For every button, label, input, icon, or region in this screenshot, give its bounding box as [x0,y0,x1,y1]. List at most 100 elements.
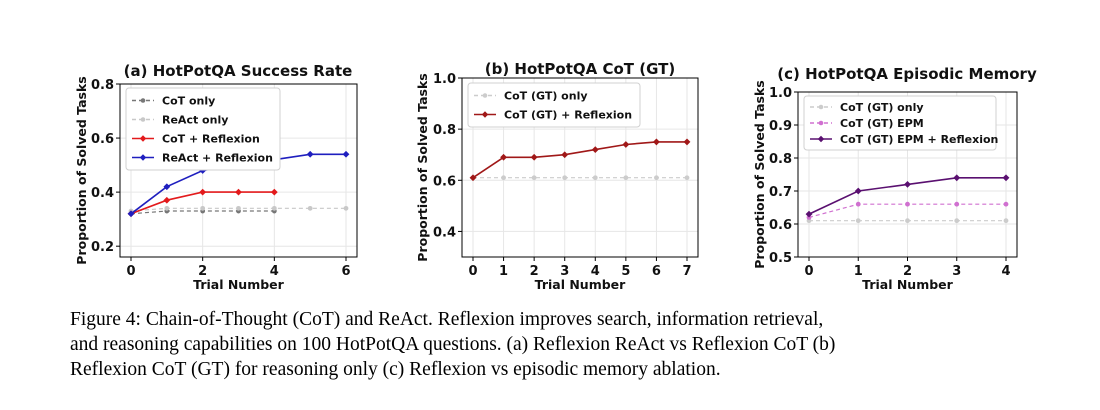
legend-frame [125,87,281,171]
data-point [163,196,171,204]
data-point [905,218,910,224]
data-point [530,153,538,161]
y-tick-label: 0.2 [91,240,114,255]
data-point [954,218,960,224]
legend-swatch-marker [140,98,146,103]
y-tick-label: 0.4 [433,225,456,240]
legend-label: CoT (GT) + Reflexion [504,109,632,122]
x-tick-label: 6 [341,264,350,279]
caption-line-1: Figure 4: Chain-of-Thought (CoT) and ReA… [70,309,824,330]
y-tick-label: 0.9 [769,119,792,134]
chart-panel-3: 0 1 2 3 4 0.5 0.6 0.7 0.8 0.9 1.0 (c) HotPotQA Epis… [752,65,1037,292]
data-point [500,153,507,161]
series-cot-gt-epm [806,201,1009,220]
legend: CoT only ReAct only CoT + Reflexion ReAct +… [125,87,281,171]
series-line [472,141,687,179]
data-point [306,150,314,158]
x-axis-label: Trial Number [535,277,626,292]
data-point [1003,218,1009,224]
legend-label: CoT (GT) EPM + Reflexion [840,133,998,146]
x-tick-label: 1 [499,264,508,279]
x-tick-label: 4 [591,264,600,279]
legend-frame [467,82,641,128]
x-tick-label: 1 [854,264,863,279]
legend-swatch-marker [818,120,824,126]
legend-swatch-marker [481,111,489,118]
x-tick-label: 5 [621,264,630,279]
data-point [236,205,241,211]
x-tick-label: 2 [903,264,912,279]
data-point [954,201,960,207]
data-point [343,205,349,211]
x-tick-label: 2 [198,264,207,279]
x-axis-label: Trial Number [862,277,953,292]
data-point [683,138,691,146]
data-point [235,188,242,196]
y-axis-label: Proportion of Solved Tasks [74,76,89,264]
legend-label: CoT (GT) EPM [840,117,924,130]
caption-line-3: Reflexion CoT (GT) for reasoning only (c… [70,359,721,380]
data-point [653,138,660,146]
legend-label: CoT (GT) only [840,101,924,114]
x-axis-label: Trial Number [193,277,284,292]
chart-panel-2: 0 1 2 3 4 5 6 7 0.4 0.6 0.8 1.0 (b) HotPotQA CoT (GT… [415,60,699,292]
legend-swatch-marker [818,104,824,110]
series-react-only [128,205,349,214]
data-point [623,175,629,181]
y-tick-label: 0.8 [91,78,114,93]
data-point [1002,174,1010,182]
y-tick-label: 0.8 [433,123,456,138]
data-point [622,141,630,148]
y-tick-label: 0.5 [769,251,792,266]
data-point [127,210,135,218]
y-tick-label: 0.7 [769,185,792,200]
caption-line-2: and reasoning capabilities on 100 HotPot… [70,334,836,355]
legend-label: ReAct only [162,114,228,127]
x-tick-label: 0 [126,264,135,279]
data-point [164,205,170,211]
legend-swatch-marker [817,135,825,143]
data-point [163,183,171,191]
data-point [591,146,599,153]
data-point [905,201,910,207]
legend-label: CoT (GT) only [504,90,588,103]
legend: CoT (GT) only CoT (GT) EPM CoT (GT) EPM + … [803,95,998,151]
series-cot-gt-only [806,218,1009,224]
data-point [855,201,861,207]
data-point [307,205,313,211]
x-tick-label: 4 [270,264,279,279]
axes-frame [119,83,358,258]
x-tick-label: 2 [530,264,539,279]
data-point [342,150,350,158]
legend-swatch-marker [139,135,147,142]
x-tick-label: 3 [952,264,961,279]
x-tick-label: 0 [804,264,813,279]
data-point [953,174,961,182]
x-tick-label: 7 [682,264,691,279]
chart-panel-1: 0 2 4 6 0.2 0.4 0.6 0.8 (a) HotPotQA Success Rat… [74,62,358,292]
y-axis-label: Proportion of Solved Tasks [415,73,430,261]
y-tick-label: 0.6 [91,132,114,147]
data-point [904,181,911,188]
data-point [561,151,569,159]
chart-title: (a) HotPotQA Success Rate [124,62,353,80]
legend: CoT (GT) only CoT (GT) + Reflexion [467,82,641,128]
data-point [200,205,206,211]
y-tick-label: 1.0 [433,72,456,87]
y-tick-label: 1.0 [769,86,792,101]
data-point [805,210,813,218]
data-point [271,205,277,211]
data-point [199,188,207,196]
y-tick-label: 0.6 [433,174,456,189]
figure-caption: Figure 4: Chain-of-Thought (CoT) and ReA… [70,307,1060,382]
legend-label: CoT only [162,95,215,108]
axes-frame [461,77,699,258]
data-point [562,175,568,181]
series-cot-gt-reflexion [469,138,691,182]
y-tick-label: 0.8 [769,152,792,167]
data-point [1003,201,1009,207]
data-point [855,218,861,224]
series-cot-gt-only [470,175,690,181]
data-point [270,188,278,196]
